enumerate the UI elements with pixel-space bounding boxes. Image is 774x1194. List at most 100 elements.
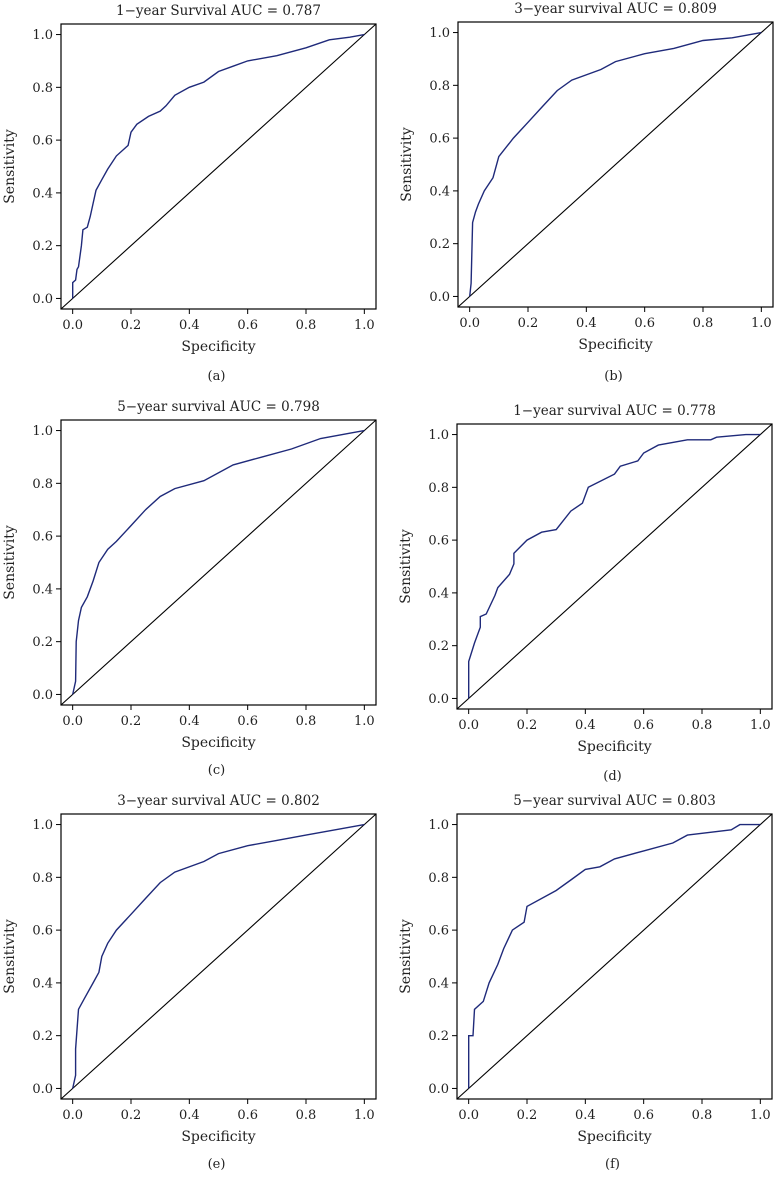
chart-title: 1−year Survival AUC = 0.787 (116, 3, 321, 19)
x-tick-label: 0.2 (121, 318, 142, 333)
x-tick-label: 1.0 (354, 318, 375, 333)
y-tick-label: 0.4 (428, 976, 449, 991)
y-tick-label: 0.2 (32, 239, 53, 254)
y-tick-label: 0.8 (428, 871, 449, 886)
x-tick-label: 0.0 (459, 316, 480, 331)
x-axis-label: Specificity (181, 339, 255, 355)
y-axis-label: Sensitivity (2, 919, 18, 994)
y-tick-label: 0.4 (428, 586, 449, 601)
y-tick-label: 0.4 (32, 186, 53, 201)
y-tick-label: 0.6 (32, 530, 53, 545)
x-tick-label: 0.0 (62, 1108, 83, 1123)
x-tick-label: 0.8 (296, 1108, 317, 1123)
panel-caption: (d) (603, 769, 621, 784)
x-tick-label: 0.8 (692, 1108, 713, 1123)
y-tick-label: 0.4 (32, 582, 53, 597)
x-tick-label: 0.0 (62, 714, 83, 729)
roc-panel-c: 5−year survival AUC = 0.798 0.0 0.2 0.4 0.6 0… (2, 399, 377, 778)
x-tick-label: 0.4 (179, 318, 200, 333)
panel-caption: (a) (208, 369, 226, 384)
x-tick-label: 1.0 (751, 316, 772, 331)
y-tick-label: 1.0 (428, 818, 449, 833)
y-tick-label: 0.2 (32, 1029, 53, 1044)
x-tick-label: 0.4 (575, 1108, 596, 1123)
x-tick-label: 0.4 (179, 714, 200, 729)
x-tick-label: 1.0 (750, 718, 771, 733)
x-tick-label: 0.0 (62, 318, 83, 333)
roc-panel-e: 3−year survival AUC = 0.802 0.0 0.2 0.4 0.6 0… (2, 793, 377, 1172)
x-tick-label: 0.6 (237, 318, 258, 333)
plot-frame (457, 21, 774, 308)
y-tick-label: 0.2 (428, 639, 449, 654)
y-tick-label: 0.8 (428, 481, 449, 496)
x-axis-label: Specificity (577, 1129, 651, 1145)
x-tick-label: 0.2 (121, 714, 142, 729)
chart-title: 3−year survival AUC = 0.809 (514, 1, 717, 17)
y-axis-label: Sensitivity (2, 525, 18, 600)
y-tick-label: 0.2 (428, 1029, 449, 1044)
plot-frame (60, 23, 377, 310)
chart-title: 1−year survival AUC = 0.778 (513, 403, 716, 419)
y-tick-label: 0.4 (32, 976, 53, 991)
x-axis-label: Specificity (577, 739, 651, 755)
reference-diagonal (456, 813, 773, 1100)
roc-curve (469, 31, 762, 297)
x-tick-label: 0.0 (458, 1108, 479, 1123)
roc-curve (72, 823, 365, 1089)
y-tick-label: 0.8 (429, 79, 450, 94)
roc-panel-d: 1−year survival AUC = 0.778 0.0 0.2 0.4 0.6 0… (398, 403, 773, 784)
y-tick-label: 0.0 (428, 1082, 449, 1097)
x-tick-label: 0.2 (121, 1108, 142, 1123)
chart-title: 3−year survival AUC = 0.802 (117, 793, 320, 809)
y-tick-label: 0.8 (32, 871, 53, 886)
chart-title: 5−year survival AUC = 0.798 (117, 399, 320, 415)
y-axis-label: Sensitivity (398, 529, 414, 604)
panel-caption: (e) (208, 1157, 226, 1172)
x-tick-label: 0.6 (634, 316, 655, 331)
y-tick-label: 0.8 (32, 477, 53, 492)
x-tick-label: 0.6 (633, 1108, 654, 1123)
y-axis-label: Sensitivity (399, 127, 415, 202)
y-tick-label: 0.6 (429, 132, 450, 147)
reference-diagonal (456, 423, 773, 710)
x-tick-label: 0.2 (517, 1108, 538, 1123)
x-tick-label: 1.0 (354, 714, 375, 729)
x-axis-label: Specificity (578, 337, 652, 353)
y-tick-label: 0.0 (428, 692, 449, 707)
panel-caption: (c) (208, 763, 225, 778)
x-tick-label: 0.8 (296, 714, 317, 729)
x-tick-label: 0.2 (517, 718, 538, 733)
roc-panel-f: 5−year survival AUC = 0.803 0.0 0.2 0.4 0.6 0… (398, 793, 773, 1172)
roc-curve (468, 433, 761, 699)
y-tick-label: 1.0 (32, 818, 53, 833)
x-tick-label: 1.0 (750, 1108, 771, 1123)
x-axis-label: Specificity (181, 735, 255, 751)
y-tick-label: 0.0 (32, 1082, 53, 1097)
reference-diagonal (457, 21, 774, 308)
roc-panel-a: 1−year Survival AUC = 0.787 0.0 0.2 0.4 0.6 0… (2, 3, 377, 384)
y-tick-label: 1.0 (32, 28, 53, 43)
roc-panel-b: 3−year survival AUC = 0.809 0.0 0.2 0.4 0.6 0… (399, 1, 774, 384)
plot-frame (456, 423, 773, 710)
y-axis-label: Sensitivity (398, 919, 414, 994)
y-tick-label: 0.6 (428, 534, 449, 549)
y-tick-label: 0.0 (32, 688, 53, 703)
y-tick-label: 0.6 (428, 924, 449, 939)
panel-caption: (f) (605, 1157, 620, 1172)
x-tick-label: 0.8 (692, 718, 713, 733)
plot-frame (456, 813, 773, 1100)
x-tick-label: 0.6 (237, 714, 258, 729)
y-tick-label: 0.2 (32, 635, 53, 650)
reference-diagonal (60, 23, 377, 310)
x-tick-label: 0.2 (518, 316, 539, 331)
y-tick-label: 1.0 (429, 26, 450, 41)
x-tick-label: 0.8 (693, 316, 714, 331)
y-tick-label: 1.0 (428, 428, 449, 443)
reference-diagonal (60, 813, 377, 1100)
chart-title: 5−year survival AUC = 0.803 (513, 793, 716, 809)
x-tick-label: 1.0 (354, 1108, 375, 1123)
x-tick-label: 0.6 (237, 1108, 258, 1123)
y-tick-label: 0.0 (429, 290, 450, 305)
x-tick-label: 0.4 (575, 718, 596, 733)
